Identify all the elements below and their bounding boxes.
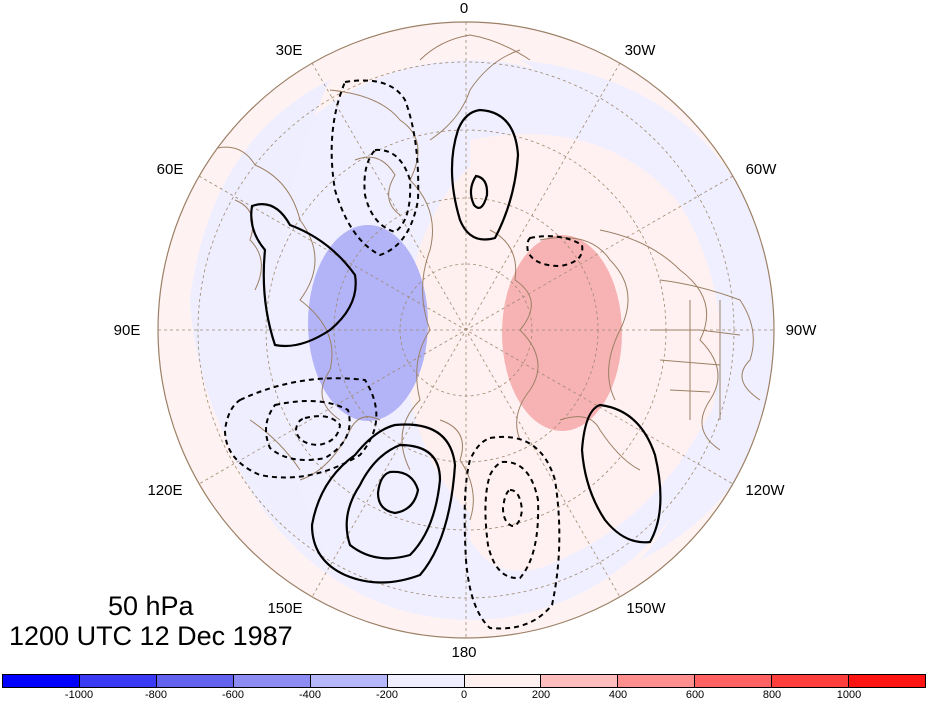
contour-dashed: [526, 235, 584, 268]
lon-label: 30W: [625, 42, 657, 59]
longitude-labels: 0 30W 60W 90W 120W 150W 180 150E 120E 90…: [114, 0, 818, 661]
colorbar-cell: [464, 675, 542, 687]
colorbar-cell: [310, 675, 388, 687]
contours: [223, 79, 662, 630]
polar-map: 0 30W 60W 90W 120W 150W 180 150E 120E 90…: [114, 0, 818, 661]
datetime-title: 1200 UTC 12 Dec 1987: [9, 621, 293, 651]
colorbar-tick-label: 600: [685, 689, 705, 701]
weak-negative-left: [190, 80, 330, 560]
contour-solid: [310, 423, 457, 584]
colorbar-tick-label: 400: [608, 689, 628, 701]
colorbar-tick-label: -800: [144, 689, 168, 701]
graticule: [158, 22, 774, 638]
colorbar-cell: [3, 675, 80, 687]
colorbar: [2, 674, 926, 688]
contour-dashed: [484, 460, 540, 580]
colorbar-tick-label: -600: [221, 689, 245, 701]
contour-solid: [345, 443, 442, 560]
colorbar-cell: [387, 675, 465, 687]
colorbar-labels: -1000 -800 -600 -400 -200 0 200 400 600 800 1000: [0, 689, 928, 702]
lon-label: 150W: [626, 600, 666, 617]
contour-dashed: [294, 415, 342, 447]
lon-label: 180: [451, 644, 476, 661]
lon-label: 60W: [746, 161, 778, 178]
colorbar-cell: [233, 675, 311, 687]
pressure-level-title: 50 hPa: [108, 591, 194, 621]
contour-solid: [250, 203, 357, 348]
map-boundary: [157, 21, 775, 639]
colorbar-cell: [541, 675, 619, 687]
colorbar-cell: [156, 675, 234, 687]
contour-dashed: [363, 148, 412, 234]
colorbar-cell: [849, 675, 926, 687]
lon-label: 0: [460, 0, 468, 17]
contour-dashed: [501, 488, 524, 528]
contour-solid: [450, 108, 520, 241]
contour-solid: [376, 470, 420, 515]
colorbar-cell: [618, 675, 696, 687]
lon-label: 150E: [267, 600, 302, 617]
weak-negative-right: [520, 60, 774, 560]
colorbar-tick-label: 0: [460, 689, 468, 701]
colorbar-tick-label: 1000: [836, 689, 862, 701]
lon-label: 90E: [114, 322, 141, 339]
contour-solid: [469, 174, 489, 209]
colorbar-tick-label: 200: [531, 689, 551, 701]
colorbar-tick-label: -1000: [64, 689, 94, 701]
colorbar-cell: [772, 675, 850, 687]
coastlines: [209, 34, 761, 521]
lon-label: 120W: [745, 482, 785, 499]
contour-solid: [580, 403, 662, 544]
lon-label: 90W: [786, 322, 818, 339]
contour-dashed: [330, 79, 420, 257]
colorbar-cell: [695, 675, 773, 687]
colorbar-cell: [79, 675, 157, 687]
positive-anomaly-center: [502, 235, 622, 431]
lon-label: 120E: [147, 482, 182, 499]
colorbar-tick-label: -400: [298, 689, 322, 701]
negative-anomaly-center: [308, 225, 428, 421]
lon-label: 30E: [276, 42, 303, 59]
colorbar-tick-label: 800: [762, 689, 782, 701]
lon-label: 60E: [157, 161, 184, 178]
colorbar-tick-label: -200: [375, 689, 399, 701]
